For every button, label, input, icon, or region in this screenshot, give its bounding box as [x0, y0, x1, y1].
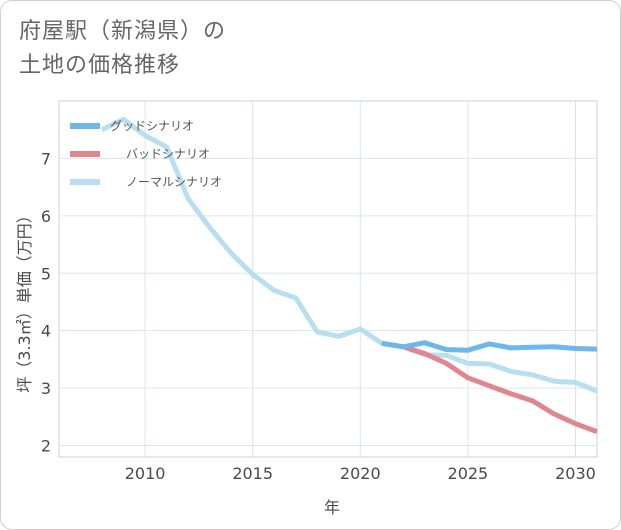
series-line-0: [381, 340, 598, 353]
y-tick-2: 2: [41, 437, 51, 456]
legend-label-2: ノーマルシナリオ: [126, 175, 222, 189]
y-tick-6: 6: [41, 207, 51, 226]
x-axis-title: 年: [324, 498, 340, 517]
ticks: 2010 2015 2020 2025 2030 2 3 4 5 6 7: [41, 149, 596, 483]
chart-title: 府屋駅（新潟県）の 土地の価格推移: [19, 15, 226, 83]
series-line-1: [381, 340, 598, 435]
plot-area: [58, 100, 598, 458]
x-tick-2015: 2015: [232, 464, 273, 483]
grid: [59, 101, 597, 457]
legend-label-1: バッドシナリオ: [126, 147, 210, 161]
x-tick-2025: 2025: [448, 464, 489, 483]
x-tick-2030: 2030: [555, 464, 596, 483]
legend-label-0: グッドシナリオ: [110, 119, 194, 133]
x-tick-2020: 2020: [340, 464, 381, 483]
y-tick-7: 7: [41, 149, 51, 168]
y-tick-3: 3: [41, 379, 51, 398]
series-line-2: [100, 116, 598, 394]
y-tick-4: 4: [41, 322, 51, 341]
title-line-1: 府屋駅（新潟県）の: [19, 19, 227, 44]
y-axis-title: 坪（3.3㎡）単価（万円）: [15, 207, 34, 392]
series-lines: [100, 116, 598, 435]
x-tick-2010: 2010: [125, 464, 166, 483]
title-line-2: 土地の価格推移: [19, 53, 181, 78]
y-tick-5: 5: [41, 264, 51, 283]
